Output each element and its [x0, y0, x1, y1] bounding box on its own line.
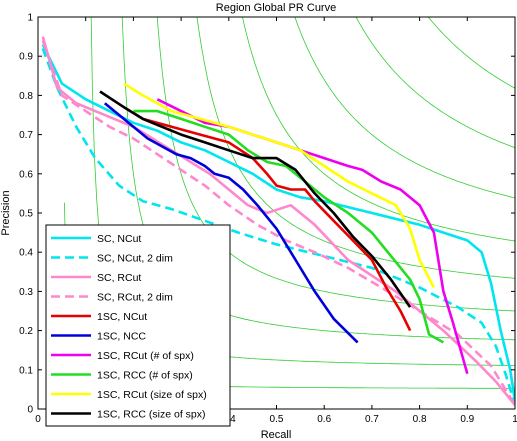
legend-label-2: SC, RCut [97, 272, 141, 284]
legend-label-3: SC, RCut, 2 dim [97, 292, 173, 304]
x-tick-label-8: 0.8 [413, 414, 427, 425]
y-tick-label-7: 0.7 [19, 130, 33, 141]
legend-label-4: 1SC, NCut [97, 311, 147, 323]
series-line-5 [103, 102, 359, 344]
legend-label-1: SC, NCut, 2 dim [97, 253, 173, 265]
legend-label-5: 1SC, NCC [97, 331, 146, 343]
y-tick-label-6: 0.6 [19, 169, 33, 180]
chart-title: Region Global PR Curve [216, 2, 336, 14]
legend-label-7: 1SC, RCC (# of spx) [97, 370, 193, 382]
legend-box [45, 224, 231, 427]
legend-label-0: SC, NCut [97, 233, 141, 245]
x-tick-label-6: 0.6 [317, 414, 331, 425]
y-tick-label-2: 0.2 [19, 326, 33, 337]
y-tick-label-4: 0.4 [19, 248, 33, 259]
series-line-8 [123, 82, 436, 289]
y-axis-ticks: 0 0.1 0.2 0.3 0.4 0.5 0.6 0.7 0.8 0.9 1 [19, 13, 515, 416]
y-tick-label-3: 0.3 [19, 287, 33, 298]
y-tick-label-1: 0.1 [19, 365, 33, 376]
x-tick-label-5: 0.5 [270, 414, 284, 425]
y-axis-label: Precision [0, 190, 12, 235]
legend: SC, NCut SC, NCut, 2 dim SC, RCut SC, RCut,… [45, 224, 231, 427]
series-line-2 [41, 36, 515, 406]
series-layer [41, 36, 515, 406]
isoline-6 [294, 17, 515, 199]
y-tick-label-9: 0.9 [19, 52, 33, 63]
isoline-5 [242, 17, 515, 242]
x-tick-label-10: 1 [512, 414, 517, 425]
legend-label-6: 1SC, RCut (# of spx) [97, 350, 194, 362]
legend-label-8: 1SC, RCut (size of spx) [97, 389, 207, 401]
series-line-4 [123, 106, 412, 332]
isoline-7 [355, 17, 515, 149]
x-axis-label: Recall [261, 429, 292, 441]
series-line-1 [41, 47, 515, 406]
x-tick-label-0: 0 [35, 414, 41, 425]
x-tick-label-9: 0.9 [460, 414, 474, 425]
series-line-9 [99, 90, 412, 308]
legend-label-9: 1SC, RCC (size of spx) [97, 409, 206, 421]
y-tick-label-10: 1 [27, 13, 33, 24]
isoline-4 [196, 17, 515, 279]
y-tick-label-0: 0 [27, 405, 33, 416]
x-tick-label-7: 0.7 [365, 414, 379, 425]
series-line-3 [41, 40, 515, 406]
isoline-8 [427, 17, 515, 89]
y-tick-label-8: 0.8 [19, 91, 33, 102]
y-tick-label-5: 0.5 [19, 209, 33, 220]
